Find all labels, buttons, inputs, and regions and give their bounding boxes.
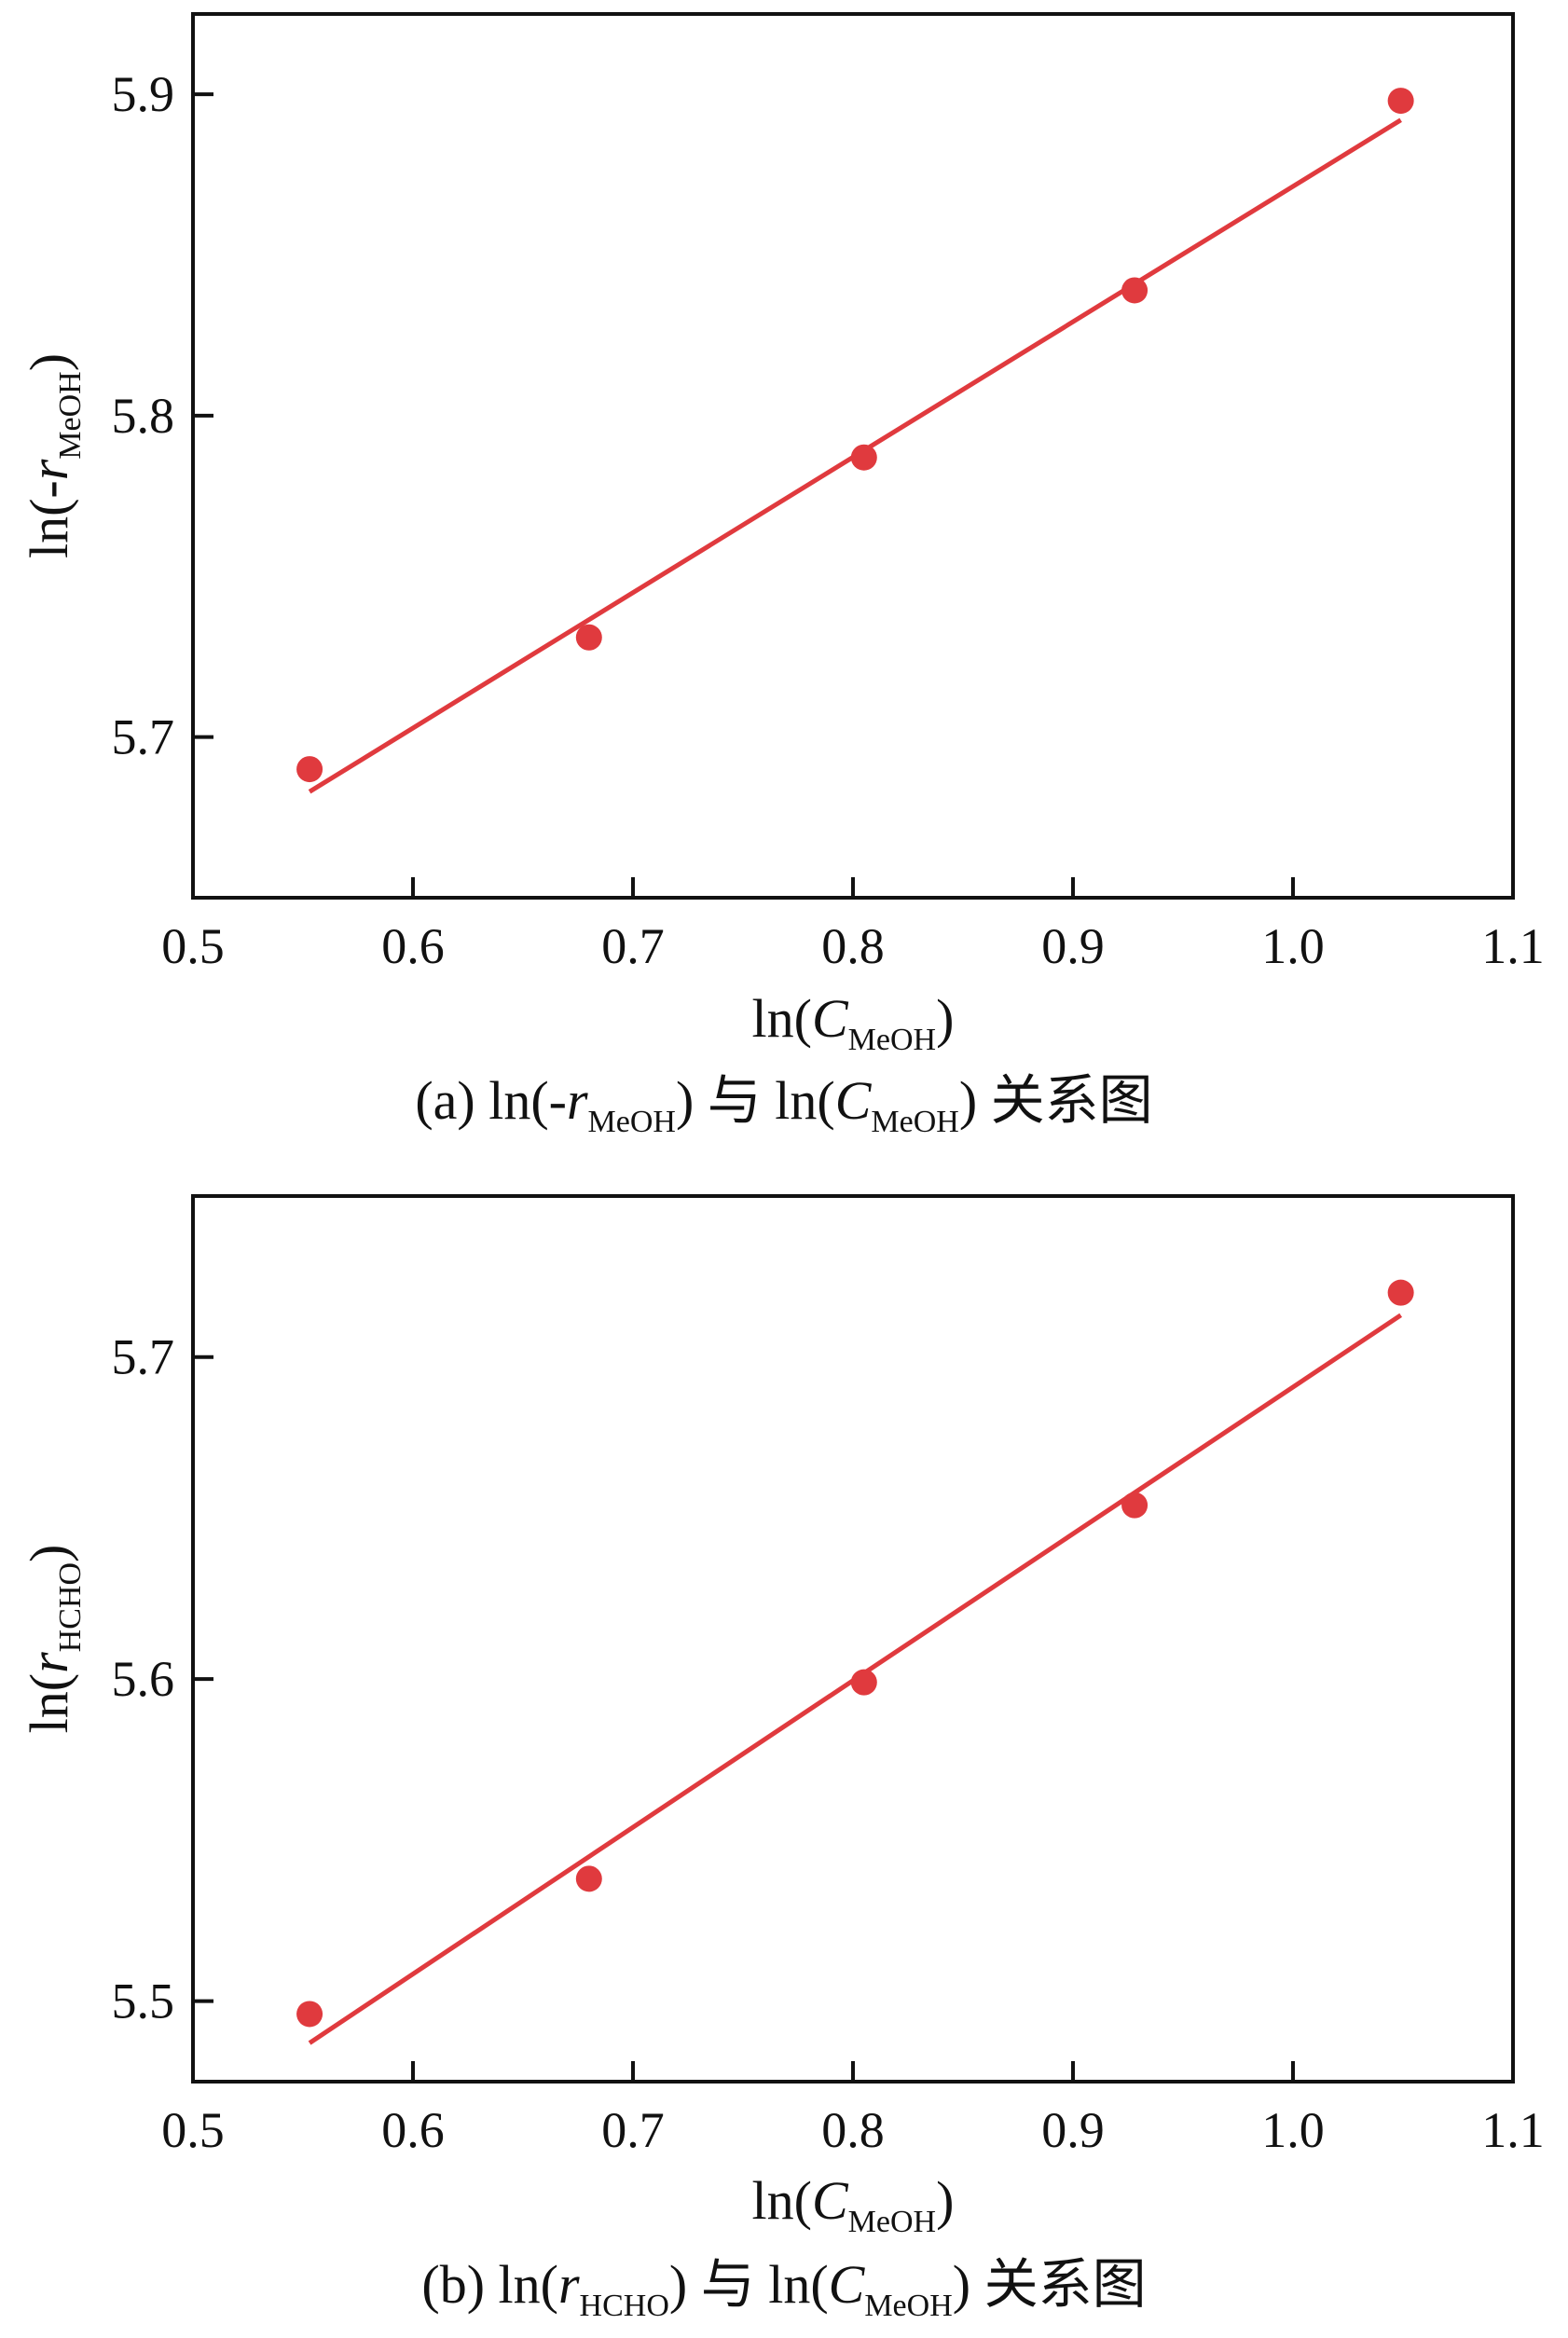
figure-caption: (a) ln(-rMeOH) 与 ln(CMeOH) 关系图 <box>415 1070 1152 1139</box>
data-point <box>296 756 323 783</box>
data-point <box>1387 88 1414 115</box>
y-tick-label: 5.7 <box>112 709 175 765</box>
data-point <box>850 1669 877 1696</box>
x-tick-label: 1.0 <box>1261 2102 1325 2158</box>
x-tick-label: 0.6 <box>381 2102 445 2158</box>
x-axis-label: ln(CMeOH) <box>752 2170 955 2239</box>
y-tick-label: 5.9 <box>112 66 175 122</box>
data-point <box>296 2001 323 2028</box>
y-tick-label: 5.6 <box>112 1651 175 1707</box>
x-tick-label: 0.6 <box>381 918 445 974</box>
x-tick-label: 0.8 <box>821 918 885 974</box>
chart-panel-b: 0.5 0.6 0.7 0.8 0.9 1.0 1.1 5.5 5.6 5.7 ln(CMeOH) l… <box>19 1194 1545 2323</box>
y-axis-label: ln(-rMeOH) <box>19 353 88 558</box>
plot-frame <box>191 1194 1515 2084</box>
data-point <box>575 624 602 651</box>
data-point <box>1387 1279 1414 1306</box>
x-tick-label: 1.0 <box>1261 918 1325 974</box>
data-point <box>575 1865 602 1892</box>
data-point <box>850 444 877 471</box>
data-point <box>1121 1492 1148 1519</box>
chart-panel-a: 0.5 0.6 0.7 0.8 0.9 1.0 1.1 5.7 5.8 5.9 ln(CMeOH) l… <box>19 12 1545 1139</box>
y-tick-label: 5.5 <box>112 1974 175 2029</box>
x-tick-label: 0.7 <box>601 2102 665 2158</box>
y-tick-label: 5.7 <box>112 1329 175 1385</box>
x-tick-label: 0.9 <box>1041 918 1105 974</box>
figure-caption: (b) ln(rHCHO) 与 ln(CMeOH) 关系图 <box>421 2254 1146 2323</box>
data-point <box>1121 277 1148 304</box>
y-axis-label: ln(rHCHO) <box>19 1545 88 1734</box>
x-tick-label: 1.1 <box>1481 2102 1545 2158</box>
x-tick-label: 0.9 <box>1041 2102 1105 2158</box>
x-tick-label: 0.5 <box>161 918 225 974</box>
x-axis-label: ln(CMeOH) <box>752 988 955 1057</box>
x-tick-label: 0.5 <box>161 2102 225 2158</box>
x-tick-label: 0.7 <box>601 918 665 974</box>
y-tick-label: 5.8 <box>112 388 175 444</box>
x-tick-label: 0.8 <box>821 2102 885 2158</box>
x-tick-label: 1.1 <box>1481 918 1545 974</box>
